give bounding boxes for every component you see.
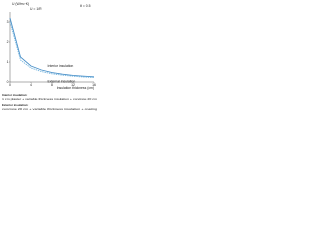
note-label: Interior insulation: — [2, 93, 27, 97]
series-line — [9, 17, 95, 78]
x-tick-label: 4 — [30, 83, 32, 87]
series-label: External insulation — [48, 79, 76, 83]
condition: θ = 0.5 — [80, 4, 91, 8]
formula: U = 1/R — [30, 7, 42, 11]
y-tick-label: 3 — [7, 20, 9, 24]
note-label: Exterior insulation: — [2, 103, 28, 107]
x-tick-label: 12 — [71, 83, 75, 87]
series-label: Interior insulation — [48, 64, 74, 68]
x-tick-label: 0 — [9, 83, 11, 87]
note-text: 1 cm plaster + variable thickness insula… — [2, 97, 98, 101]
page: {"chart_data": {"type": "line", "ylabel"… — [0, 0, 100, 121]
note-text: concrete 20 cm + variable thickness insu… — [2, 107, 98, 111]
y-axis-label: U (W/m²·K) — [12, 2, 29, 6]
x-tick-label: 8 — [51, 83, 53, 87]
y-tick-label: 1 — [7, 60, 9, 64]
y-tick-label: 2 — [7, 40, 9, 44]
series-line — [9, 21, 95, 79]
chart: U (W/m²·K) U = 1/R θ = 0.5 Insulation th… — [2, 2, 98, 111]
y-tick-label: 0 — [7, 80, 9, 84]
x-tick-label: 16 — [92, 83, 96, 87]
x-axis-label: Insulation thickness (cm) — [57, 86, 94, 90]
